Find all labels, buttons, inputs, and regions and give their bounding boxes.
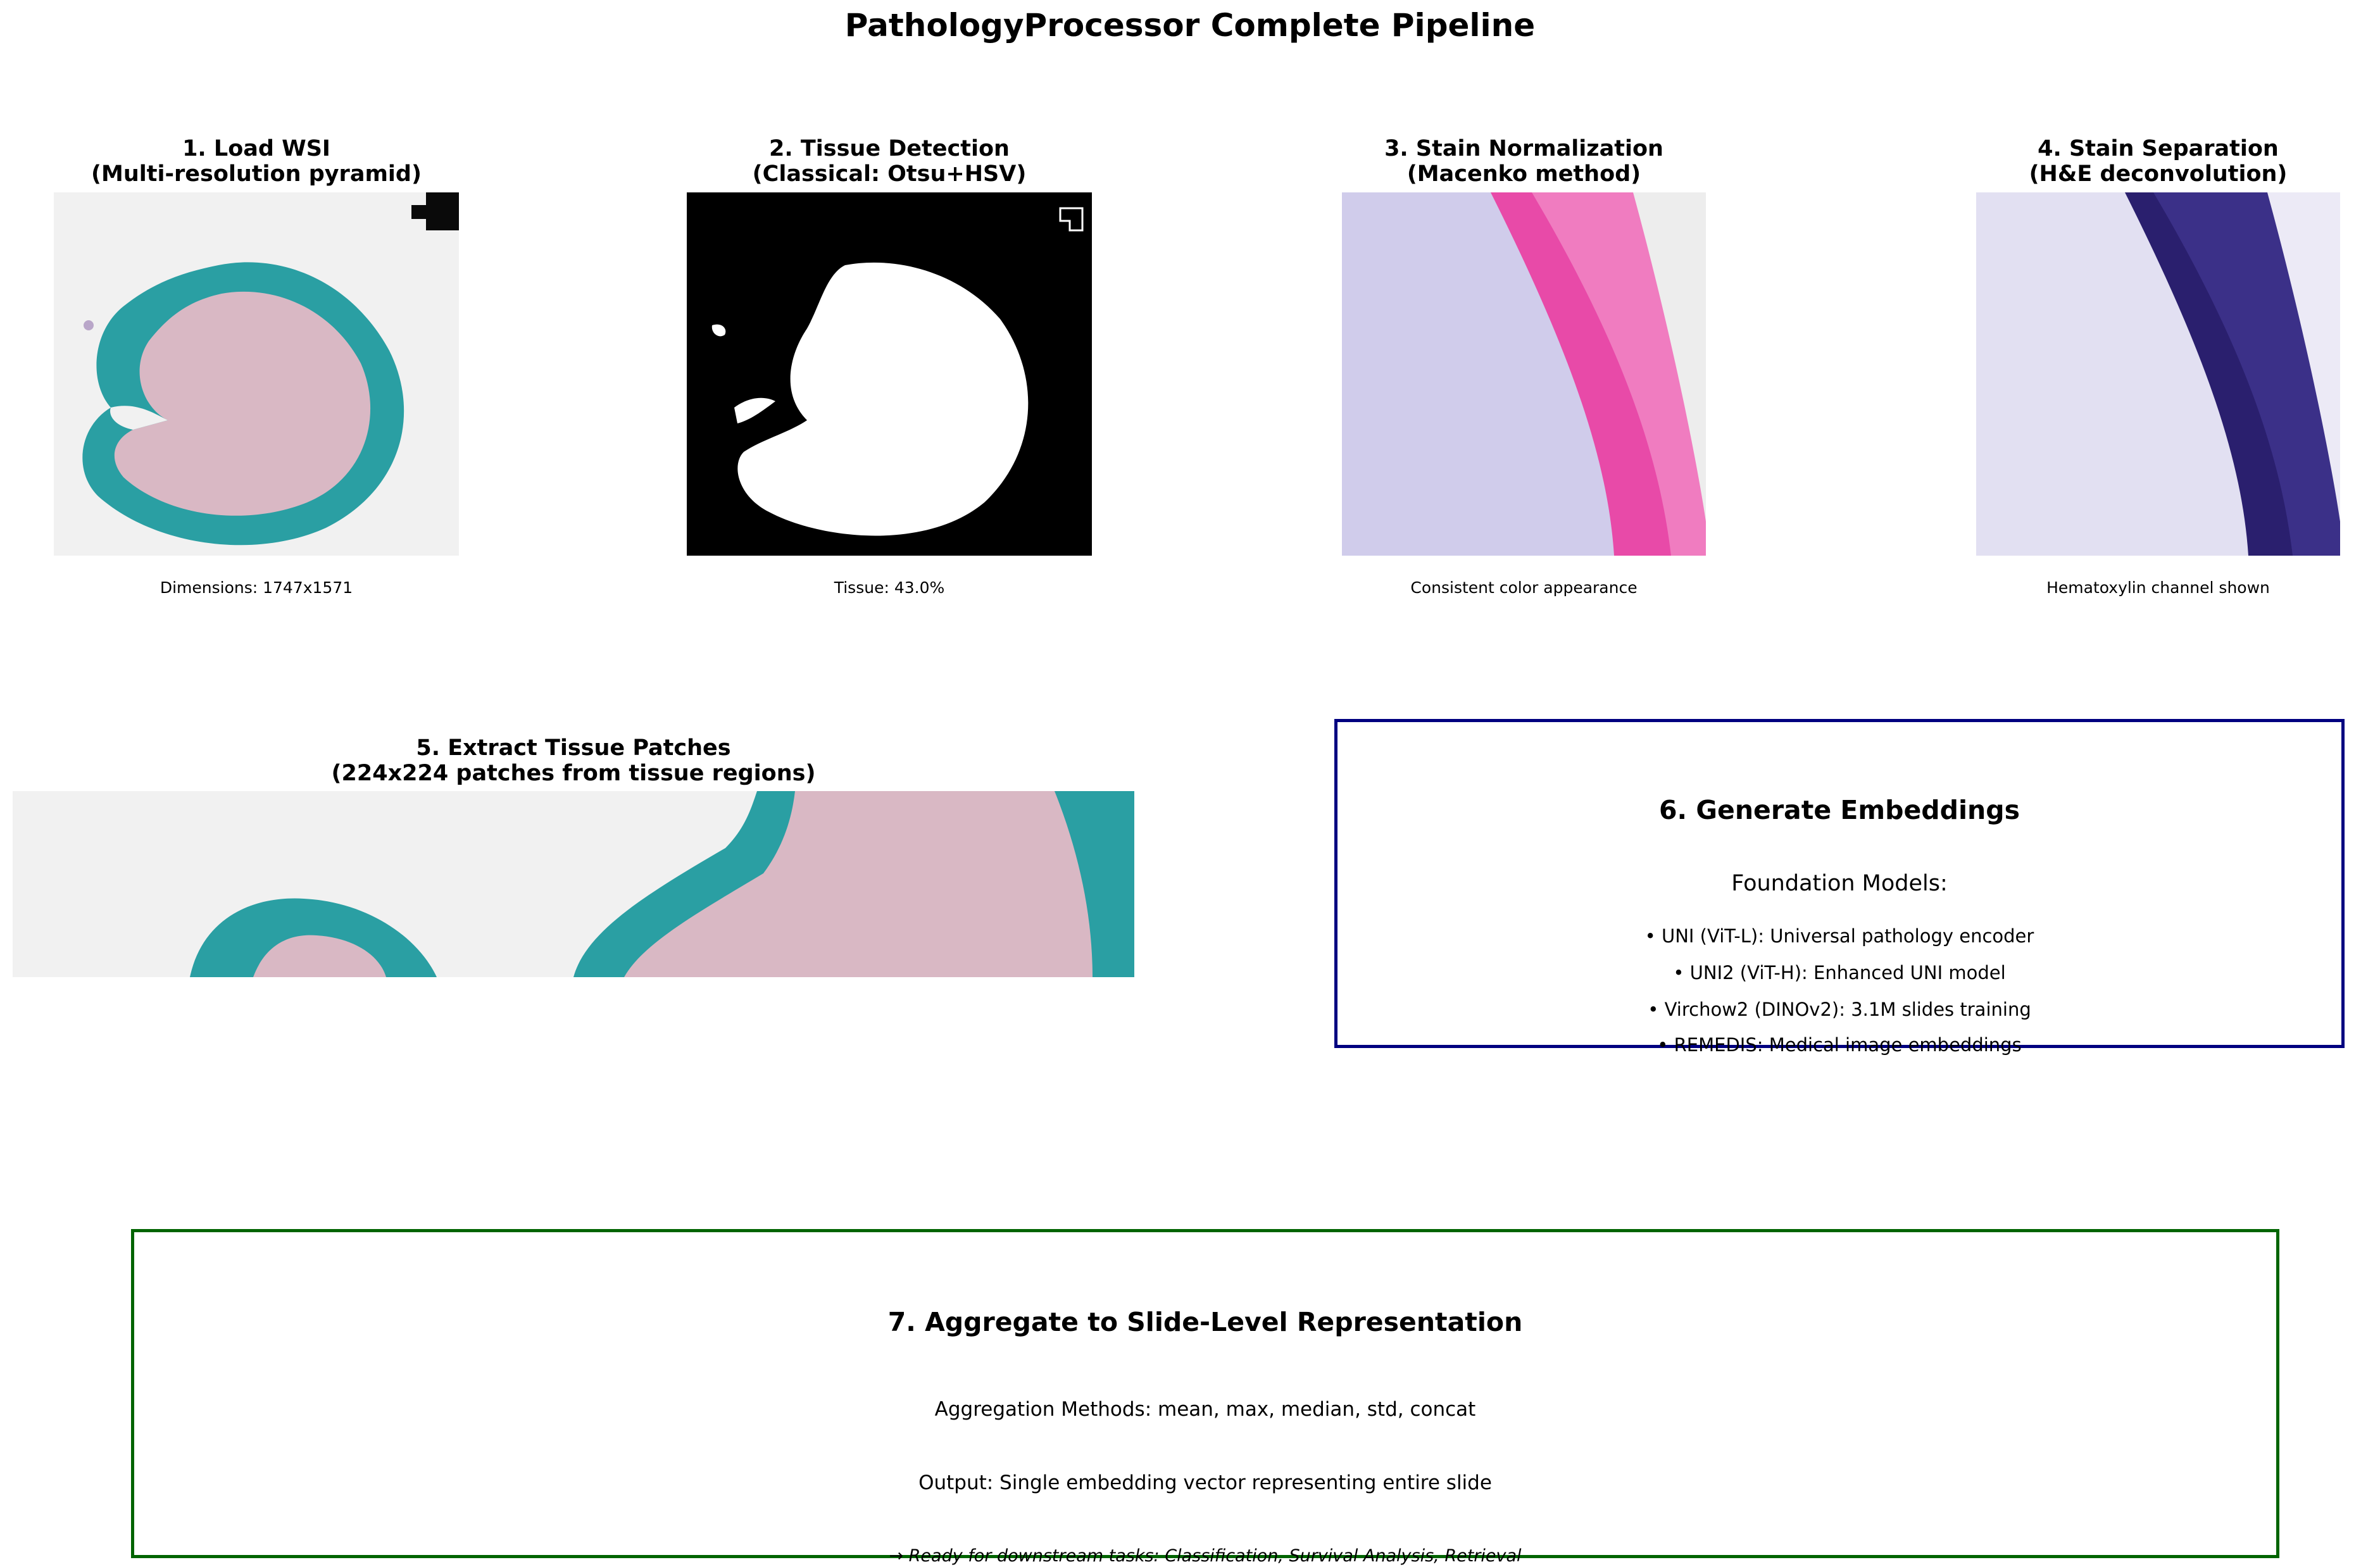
panel-2-title-line2: (Classical: Otsu+HSV) xyxy=(752,161,1027,187)
embedding-model-item: • Virchow2 (DINOv2): 3.1M slides trainin… xyxy=(1648,999,2031,1020)
tissue-patch-2-image xyxy=(573,791,1134,977)
tissue-mask-image xyxy=(687,192,1092,556)
panel-3-title-line2: (Macenko method) xyxy=(1406,161,1641,187)
aggregate-output: Output: Single embedding vector represen… xyxy=(918,1471,1492,1494)
panel-4-title-line2: (H&E deconvolution) xyxy=(2029,161,2288,187)
panel-2-title: 2. Tissue Detection (Classical: Otsu+HSV… xyxy=(687,136,1092,187)
panel-2-caption: Tissue: 43.0% xyxy=(834,578,945,597)
panel-4-caption: Hematoxylin channel shown xyxy=(2046,578,2270,597)
panel-2-title-line1: 2. Tissue Detection xyxy=(769,136,1010,161)
panel-3-title-line1: 3. Stain Normalization xyxy=(1384,136,1663,161)
embedding-model-item: • UNI (ViT-L): Universal pathology encod… xyxy=(1644,925,2034,947)
aggregate-downstream-note: → Ready for downstream tasks: Classifica… xyxy=(889,1546,1522,1566)
hematoxylin-channel-image xyxy=(1976,192,2340,556)
embeddings-subtitle: Foundation Models: xyxy=(1731,871,1948,896)
page-title: PathologyProcessor Complete Pipeline xyxy=(844,7,1536,44)
embedding-model-item: • REMEDIS: Medical image embeddings xyxy=(1657,1034,2022,1056)
stain-normalized-image xyxy=(1342,192,1706,556)
embeddings-box: 6. Generate Embeddings Foundation Models… xyxy=(1334,719,2345,1056)
panel-5-title: 5. Extract Tissue Patches (224x224 patch… xyxy=(13,735,1134,786)
panel-1-title-line2: (Multi-resolution pyramid) xyxy=(91,161,422,187)
panel-4-title: 4. Stain Separation (H&E deconvolution) xyxy=(1976,136,2340,187)
panel-1-title-line1: 1. Load WSI xyxy=(182,136,330,161)
panel-1-title: 1. Load WSI (Multi-resolution pyramid) xyxy=(54,136,459,187)
tissue-patch-1-image xyxy=(13,791,573,977)
panel-5-title-line1: 5. Extract Tissue Patches xyxy=(416,735,731,761)
panel-3-title: 3. Stain Normalization (Macenko method) xyxy=(1342,136,1706,187)
panel-4-title-line1: 4. Stain Separation xyxy=(2038,136,2279,161)
panel-3-caption: Consistent color appearance xyxy=(1410,578,1638,597)
aggregate-methods: Aggregation Methods: mean, max, median, … xyxy=(934,1398,1476,1421)
panel-5-title-line2: (224x224 patches from tissue regions) xyxy=(331,761,816,786)
embeddings-title: 6. Generate Embeddings xyxy=(1659,795,2020,825)
aggregate-box: 7. Aggregate to Slide-Level Representati… xyxy=(131,1229,2279,1566)
embedding-model-item: • UNI2 (ViT-H): Enhanced UNI model xyxy=(1673,962,2006,983)
aggregate-title: 7. Aggregate to Slide-Level Representati… xyxy=(887,1307,1523,1337)
wsi-thumbnail-image xyxy=(54,192,459,556)
panel-1-caption: Dimensions: 1747x1571 xyxy=(160,578,353,597)
